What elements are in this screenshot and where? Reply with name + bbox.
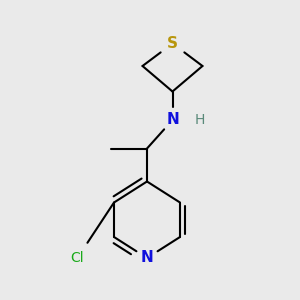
Text: H: H <box>194 113 205 127</box>
Text: Cl: Cl <box>70 251 84 265</box>
Text: S: S <box>167 36 178 51</box>
Text: N: N <box>141 250 153 266</box>
Text: N: N <box>166 112 179 128</box>
